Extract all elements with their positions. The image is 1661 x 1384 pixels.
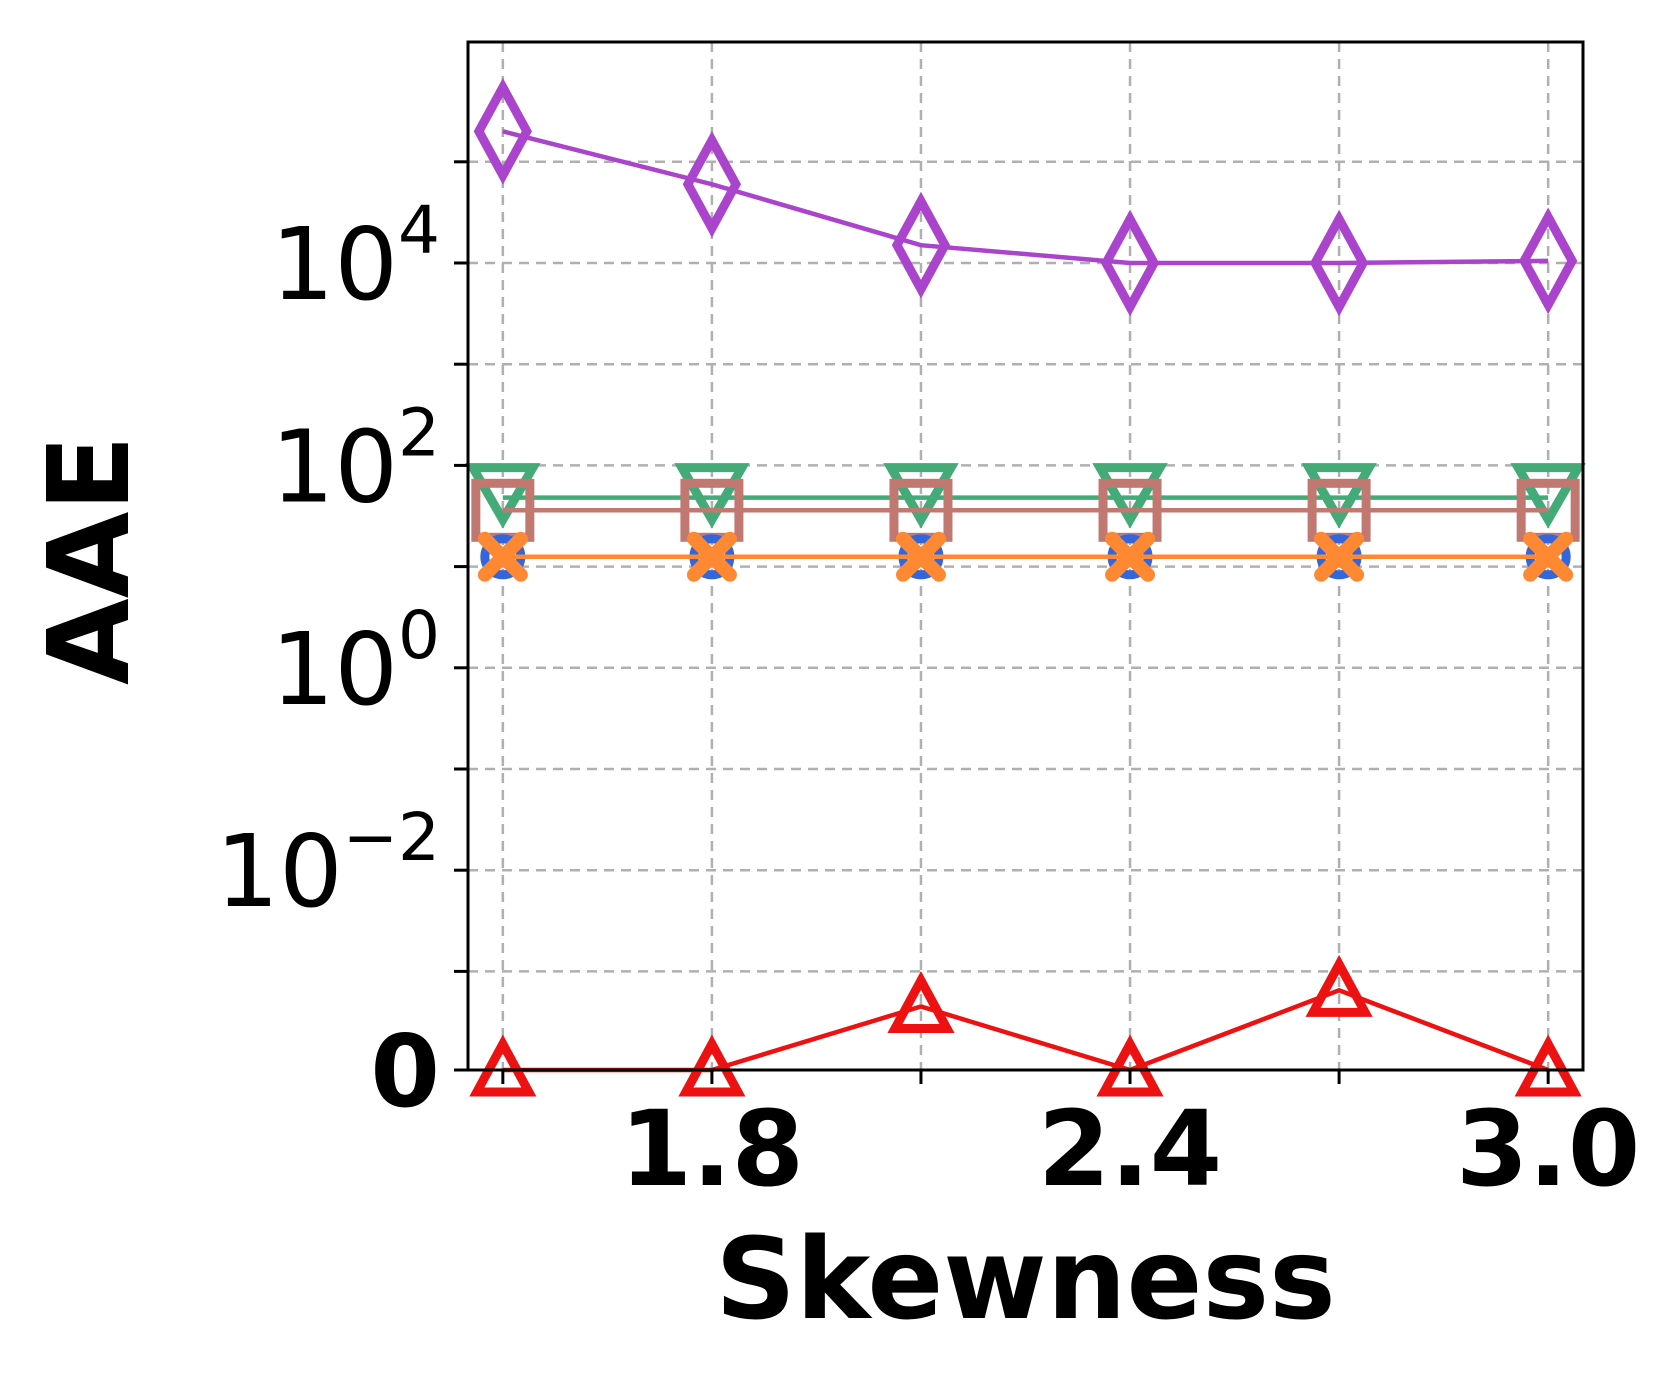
data-point: [678, 1034, 746, 1097]
data-point: [1519, 207, 1578, 315]
x-tick-label: 1.8: [620, 1088, 804, 1210]
data-point: [473, 77, 532, 185]
axes-frame: [466, 40, 1585, 1072]
series-layer: [465, 77, 1586, 1097]
data-point: [1100, 209, 1160, 317]
series-purple-diamond: [473, 77, 1578, 317]
y-tick-label: 104: [271, 192, 440, 323]
data-point: [1309, 209, 1369, 317]
y-axis-label: AAE: [25, 435, 155, 685]
data-point: [674, 463, 750, 529]
data-point: [887, 971, 955, 1033]
data-point: [1305, 954, 1373, 1017]
data-point: [1314, 531, 1365, 582]
data-point: [1514, 1034, 1582, 1097]
series-line: [502, 129, 1549, 266]
data-point: [1523, 531, 1574, 582]
data-point: [686, 531, 737, 582]
x-tick-label: 3.0: [1456, 1088, 1640, 1210]
ticks: 1.8 2.4 3.0 104 102 100 10−2 0: [215, 160, 1640, 1210]
data-point: [1105, 531, 1156, 582]
data-point: [883, 463, 959, 529]
series-red-triangle-up: [469, 954, 1582, 1097]
series-line: [502, 987, 1549, 1073]
data-point: [469, 1034, 537, 1097]
data-point: [895, 531, 946, 582]
data-point: [465, 463, 541, 529]
x-tick-label: 2.4: [1038, 1088, 1222, 1210]
series-brown-square: [471, 478, 1580, 542]
data-point: [477, 531, 528, 582]
series-green-triangle-down: [465, 463, 1586, 529]
y-tick-label: 100: [271, 597, 440, 728]
series-orange-x: [477, 531, 1574, 582]
data-point: [1096, 1034, 1164, 1097]
data-point: [1301, 463, 1377, 529]
data-point: [1510, 463, 1586, 529]
y-tick-label: 10−2: [215, 799, 440, 930]
x-axis-label: Skewness: [715, 1215, 1336, 1345]
data-point: [891, 191, 951, 299]
data-point: [682, 130, 742, 238]
y-tick-label: 102: [271, 394, 440, 525]
y-tick-label: 0: [370, 1013, 440, 1130]
data-point: [1092, 463, 1168, 529]
